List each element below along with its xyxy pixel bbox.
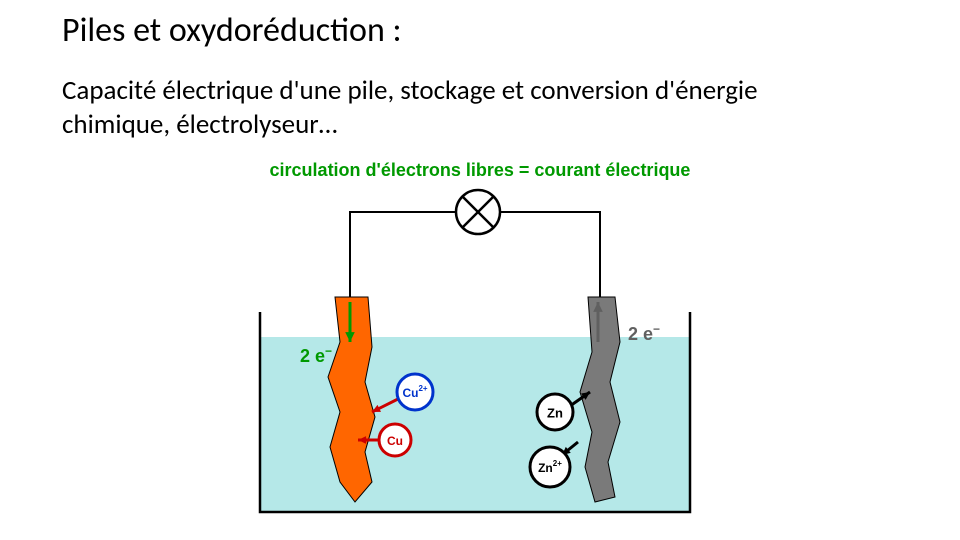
svg-text:Cu: Cu <box>387 434 403 448</box>
page-title: Piles et oxydoréduction : <box>62 10 402 51</box>
diagram-svg: 2 e−2 e−Cu2+CuZnZn2+ <box>200 182 760 532</box>
electrochemical-cell-diagram: circulation d'électrons libres = courant… <box>200 160 760 540</box>
page-subtitle: Capacité électrique d'une pile, stockage… <box>62 74 782 142</box>
svg-text:Zn: Zn <box>547 406 563 421</box>
diagram-caption: circulation d'électrons libres = courant… <box>200 160 760 181</box>
